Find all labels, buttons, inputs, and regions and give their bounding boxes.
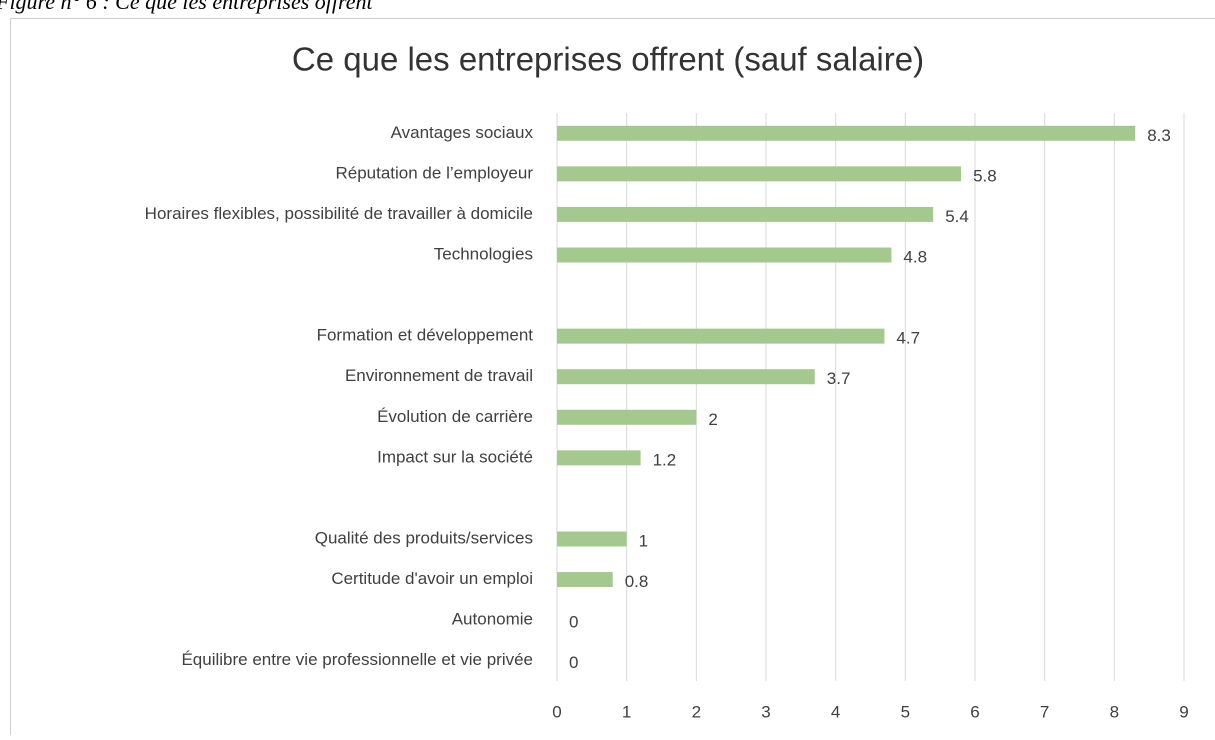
- x-tick-label: 5: [901, 702, 910, 721]
- x-tick-label: 3: [761, 702, 770, 721]
- y-tick-label: Horaires flexibles, possibilité de trava…: [145, 204, 533, 223]
- data-label: 3.7: [827, 369, 851, 388]
- x-tick-label: 7: [1040, 702, 1049, 721]
- chart-title: Ce que les entreprises offrent (sauf sal…: [292, 41, 924, 78]
- bar: [557, 329, 884, 344]
- data-label: 2: [708, 410, 717, 429]
- x-tick-label: 2: [692, 702, 701, 721]
- bar: [557, 207, 933, 222]
- figure-caption: Figure n° 6 : Ce que les entreprises off…: [0, 0, 374, 14]
- x-tick-label: 0: [552, 702, 561, 721]
- data-label: 4.8: [903, 247, 927, 266]
- bar: [557, 572, 613, 587]
- x-tick-label: 1: [622, 702, 631, 721]
- bar: [557, 166, 961, 181]
- bar: [557, 248, 891, 263]
- data-label: 0: [569, 653, 578, 672]
- x-tick-label: 4: [831, 702, 840, 721]
- y-tick-label: Réputation de l’employeur: [335, 163, 533, 182]
- bar: [557, 126, 1135, 141]
- x-tick-label: 6: [970, 702, 979, 721]
- x-tick-label: 9: [1179, 702, 1188, 721]
- data-label: 5.4: [945, 207, 969, 226]
- bar: [557, 450, 641, 465]
- y-tick-label: Avantages sociaux: [391, 123, 534, 142]
- y-tick-label: Autonomie: [452, 610, 533, 629]
- data-label: 0: [569, 613, 578, 632]
- data-label: 1.2: [653, 450, 677, 469]
- y-tick-label: Certitude d'avoir un emploi: [331, 569, 533, 588]
- x-tick-label: 8: [1110, 702, 1119, 721]
- bar: [557, 410, 696, 425]
- y-tick-label: Formation et développement: [317, 326, 534, 345]
- y-tick-label: Équilibre entre vie professionnelle et v…: [181, 650, 533, 669]
- y-tick-label: Impact sur la société: [377, 447, 533, 466]
- data-label: 1: [639, 531, 648, 550]
- data-label: 5.8: [973, 166, 997, 185]
- data-label: 8.3: [1147, 126, 1171, 145]
- y-tick-label: Qualité des produits/services: [315, 528, 533, 547]
- data-label: 4.7: [896, 329, 920, 348]
- y-tick-label: Évolution de carrière: [377, 407, 533, 426]
- y-tick-label: Environnement de travail: [345, 366, 533, 385]
- bar: [557, 532, 627, 547]
- y-tick-label: Technologies: [434, 244, 533, 263]
- data-label: 0.8: [625, 572, 649, 591]
- bar: [557, 369, 815, 384]
